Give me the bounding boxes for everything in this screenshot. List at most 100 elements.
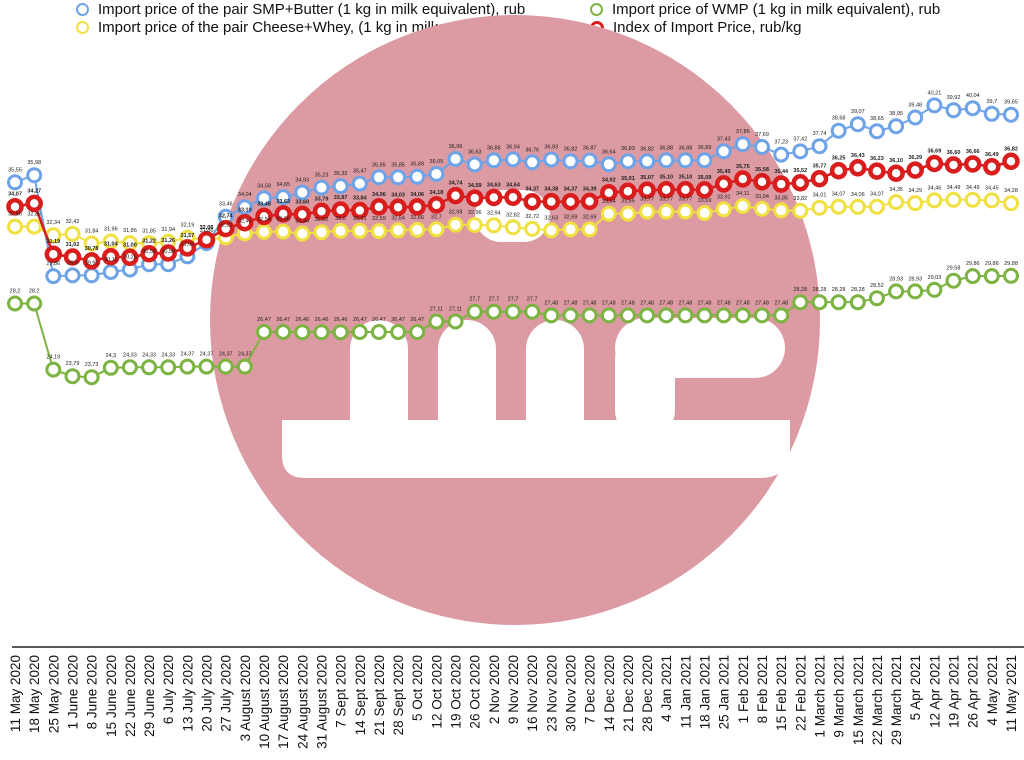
data-label: 32,63 (544, 215, 558, 221)
data-label: 36,49 (985, 152, 999, 158)
data-label: 33,94 (755, 194, 769, 200)
data-label: 35,45 (717, 169, 731, 175)
data-label: 24,33 (161, 352, 175, 358)
data-label: 29,91 (85, 260, 99, 266)
data-label: 24,33 (123, 352, 137, 358)
data-point (887, 164, 905, 182)
data-point (868, 290, 885, 307)
data-label: 36,69 (928, 149, 942, 155)
data-point (639, 153, 656, 170)
data-label: 28,2 (29, 289, 40, 295)
data-label: 32,94 (487, 210, 501, 216)
data-label: 34,06 (851, 192, 865, 198)
data-label: 26,47 (410, 317, 424, 323)
data-label: 31,19 (46, 239, 60, 245)
data-point (868, 162, 886, 180)
data-point (695, 181, 714, 199)
data-label: 27,48 (717, 300, 731, 306)
data-point (562, 307, 579, 324)
data-label: 27,48 (583, 300, 597, 306)
x-tick-label: 5 Apr 2021 (908, 655, 923, 720)
data-label: 39,07 (851, 109, 865, 115)
data-point (294, 184, 311, 201)
data-label: 35,09 (698, 175, 712, 181)
data-label: 26,46 (315, 317, 329, 323)
data-point (600, 205, 617, 222)
x-tick-label: 1 Feb 2021 (736, 655, 751, 723)
data-label: 34,29 (908, 188, 922, 194)
data-point (945, 272, 962, 289)
data-point (197, 231, 216, 249)
data-point (562, 221, 579, 238)
data-point (447, 313, 464, 330)
data-point (275, 223, 292, 240)
data-label: 34,07 (832, 192, 846, 198)
data-label: 28,28 (832, 287, 846, 293)
data-point (408, 198, 426, 216)
data-point (849, 116, 866, 133)
data-point (524, 154, 541, 171)
data-label: 34,65 (276, 182, 290, 188)
data-point (332, 324, 349, 341)
data-label: 27,48 (679, 300, 693, 306)
data-label: 32,6 (335, 216, 346, 222)
data-label: 24,19 (46, 355, 60, 361)
data-point (868, 123, 885, 140)
data-label: 27,48 (659, 300, 673, 306)
data-label: 34,38 (544, 187, 558, 193)
x-tick-label: 16 Nov 2020 (525, 655, 540, 732)
data-label: 40,04 (966, 93, 980, 99)
data-label: 28,93 (908, 276, 922, 282)
data-point (45, 361, 62, 378)
data-label: 32,96 (468, 210, 482, 216)
data-point (198, 358, 215, 375)
data-point (1003, 267, 1019, 284)
data-point (121, 359, 138, 376)
data-point (160, 359, 177, 376)
data-label: 33,79 (315, 196, 329, 202)
data-point (581, 307, 598, 324)
data-label: 34,06 (372, 192, 386, 198)
data-point (389, 198, 407, 217)
data-label: 29,86 (985, 261, 999, 267)
data-label: 32,86 (8, 212, 22, 218)
data-label: 26,47 (276, 317, 290, 323)
data-point (543, 151, 560, 168)
data-point (754, 307, 770, 324)
data-point (44, 245, 63, 263)
data-point (1003, 106, 1019, 123)
data-point (427, 196, 446, 214)
data-label: 34,07 (8, 192, 22, 198)
data-point (963, 155, 982, 173)
data-label: 23,79 (66, 361, 80, 367)
data-label: 39,7 (986, 99, 997, 105)
data-point (64, 267, 81, 284)
data-label: 35,07 (640, 175, 654, 181)
data-label: 32,45 (238, 218, 252, 224)
data-point (102, 247, 120, 266)
data-label: 34,06 (410, 192, 424, 198)
legend-label: Index of Import Price, rub/kg (613, 19, 802, 36)
data-label: 32,19 (181, 223, 195, 229)
data-label: 26,47 (391, 317, 405, 323)
data-point (505, 219, 521, 236)
data-point (773, 307, 790, 324)
x-tick-label: 12 Apr 2021 (927, 655, 942, 728)
data-point (26, 295, 43, 312)
legend-item-wmp: Import price of WMP (1 kg in milk equiva… (590, 1, 940, 18)
data-point (964, 191, 981, 208)
data-label: 35,75 (736, 164, 750, 170)
data-label: 31,85 (142, 228, 156, 234)
data-label: 35,23 (315, 173, 329, 179)
data-label: 26,47 (257, 317, 271, 323)
data-label: 35,55 (8, 167, 22, 173)
data-point (505, 303, 521, 320)
x-tick-label: 31 August 2020 (315, 655, 330, 749)
data-label: 27,48 (755, 300, 769, 306)
data-label: 33,48 (257, 201, 271, 207)
x-tick-label: 24 August 2020 (295, 655, 310, 749)
data-point (619, 307, 636, 324)
data-label: 35,01 (621, 176, 635, 182)
data-label: 33,69 (698, 198, 712, 204)
